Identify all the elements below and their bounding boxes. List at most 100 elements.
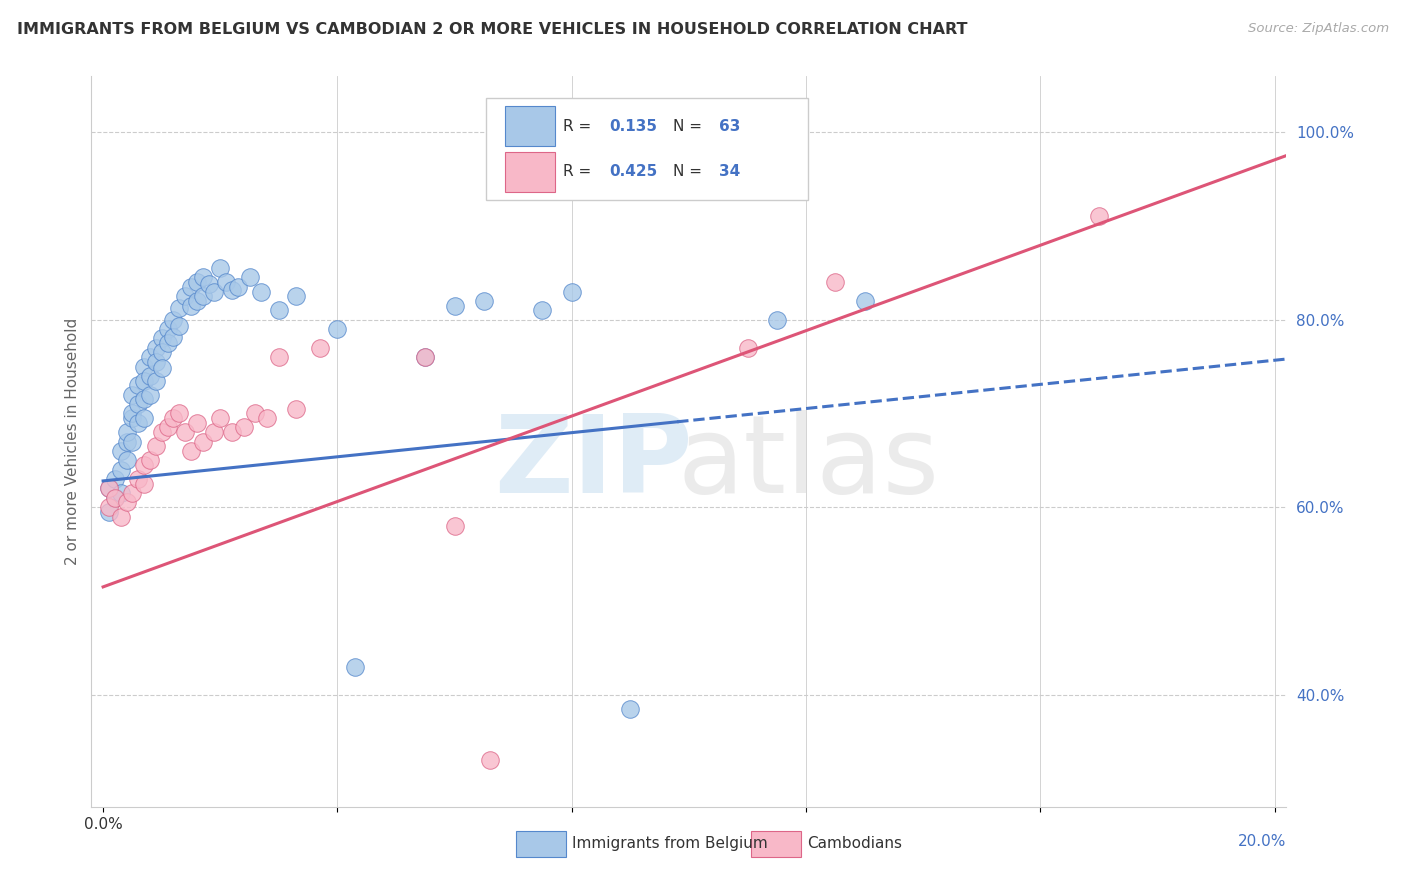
Point (145, 439, 167, 453)
Point (180, 299, 202, 313)
Point (472, 293, 495, 308)
Point (209, 411, 232, 425)
Point (221, 283, 243, 297)
Point (139, 350, 162, 364)
Point (110, 486, 132, 500)
Point (145, 341, 167, 355)
Point (245, 406, 267, 420)
Point (127, 397, 149, 411)
Text: 34: 34 (718, 164, 740, 179)
Point (202, 285, 225, 299)
Point (191, 289, 214, 303)
Text: Immigrants from Belgium: Immigrants from Belgium (572, 837, 768, 851)
Point (162, 411, 184, 425)
Point (326, 322, 349, 336)
Point (98, 482, 120, 496)
Point (737, 341, 759, 355)
Point (853, 293, 876, 308)
Point (1088, 210, 1111, 224)
Text: atlas: atlas (678, 410, 939, 516)
Point (221, 425, 243, 439)
Point (413, 350, 436, 364)
Point (285, 289, 308, 303)
FancyBboxPatch shape (505, 106, 555, 146)
Point (561, 285, 583, 299)
Point (110, 463, 132, 477)
Text: ZIP: ZIP (494, 410, 693, 516)
Point (250, 285, 273, 299)
Point (139, 387, 162, 401)
Point (186, 275, 208, 289)
Text: N =: N = (673, 164, 707, 179)
Point (104, 491, 127, 505)
Point (150, 345, 173, 359)
Point (121, 486, 143, 500)
Point (531, 303, 554, 318)
Point (121, 387, 143, 401)
Point (150, 361, 173, 376)
Point (285, 401, 308, 416)
FancyBboxPatch shape (486, 98, 808, 200)
Text: IMMIGRANTS FROM BELGIUM VS CAMBODIAN 2 OR MORE VEHICLES IN HOUSEHOLD CORRELATION: IMMIGRANTS FROM BELGIUM VS CAMBODIAN 2 O… (17, 22, 967, 37)
Text: 0.425: 0.425 (609, 164, 657, 179)
Point (156, 420, 179, 434)
Point (162, 312, 184, 326)
Point (619, 702, 641, 716)
Point (169, 406, 191, 420)
Point (121, 434, 143, 449)
Point (115, 495, 138, 509)
Point (104, 472, 127, 486)
Point (98, 505, 120, 519)
Point (191, 434, 214, 449)
Point (115, 425, 138, 439)
Point (765, 312, 787, 326)
Point (239, 270, 262, 285)
Point (110, 444, 132, 458)
Point (139, 453, 162, 467)
FancyBboxPatch shape (751, 830, 801, 857)
Point (132, 359, 156, 374)
Point (343, 659, 366, 673)
Point (413, 350, 436, 364)
Point (209, 261, 232, 276)
Point (115, 453, 138, 467)
Point (443, 519, 465, 533)
Point (226, 280, 249, 294)
Point (156, 336, 179, 351)
Point (232, 420, 254, 434)
Point (256, 411, 278, 425)
Point (202, 425, 225, 439)
Point (162, 329, 184, 343)
Point (180, 444, 202, 458)
Point (191, 270, 214, 285)
Point (215, 275, 238, 289)
Point (267, 303, 290, 318)
Point (443, 299, 465, 313)
Point (104, 491, 127, 505)
Point (478, 753, 501, 767)
Point (308, 341, 332, 355)
Point (169, 301, 191, 316)
Point (150, 331, 173, 345)
Point (127, 416, 149, 430)
Point (132, 392, 156, 407)
Point (824, 275, 846, 289)
Text: R =: R = (564, 119, 596, 134)
Text: N =: N = (673, 119, 707, 134)
Point (121, 406, 143, 420)
Point (180, 280, 202, 294)
FancyBboxPatch shape (505, 152, 555, 192)
Point (98, 500, 120, 515)
FancyBboxPatch shape (516, 830, 565, 857)
Text: 0.135: 0.135 (609, 119, 657, 134)
Point (186, 293, 208, 308)
Text: R =: R = (564, 164, 596, 179)
Point (132, 458, 156, 472)
Y-axis label: 2 or more Vehicles in Household: 2 or more Vehicles in Household (65, 318, 80, 566)
Point (197, 277, 219, 291)
Text: Cambodians: Cambodians (807, 837, 903, 851)
Point (145, 355, 167, 369)
Point (139, 368, 162, 383)
Point (169, 319, 191, 334)
Point (186, 416, 208, 430)
